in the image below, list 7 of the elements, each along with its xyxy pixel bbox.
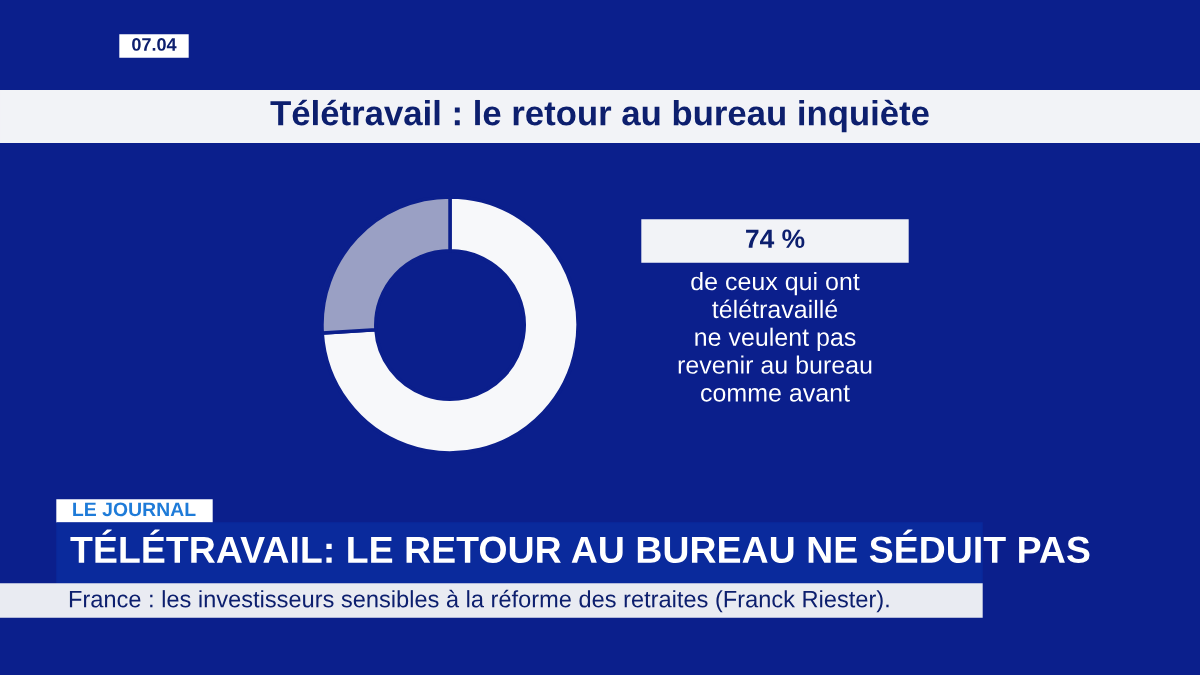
text: 07.04 [132, 38, 177, 51]
text: 74 % [746, 229, 805, 249]
chart-title: Télétravail : le retour au bureau inquiète [270, 99, 929, 133]
text: LE JOURNAL [73, 502, 196, 517]
text: TÉLÉTRAVAIL: LE RETOUR AU BUREAU NE SÉDUIT PAS [70, 529, 1090, 564]
text: de ceux qui ont télétravaillé ne veulent pas revenir au bureau comme avant [678, 272, 872, 402]
text: France : les investisseurs sensibles à la réforme des retraites (Franck Riester). [69, 589, 889, 613]
